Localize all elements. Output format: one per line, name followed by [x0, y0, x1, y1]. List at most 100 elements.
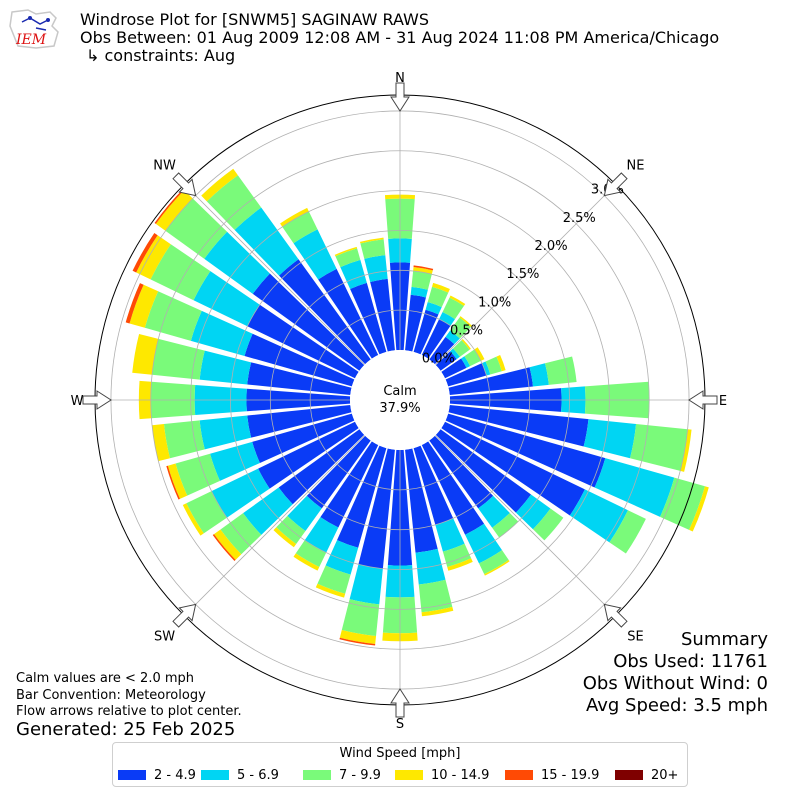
direction-label: SE: [627, 629, 643, 644]
wind-bar-segment: [337, 445, 387, 548]
wind-bar-segment: [445, 330, 460, 345]
wind-bar-segment: [583, 419, 637, 459]
wind-bar-segment: [282, 211, 318, 244]
wind-bar-segment: [244, 333, 355, 387]
wind-bar-segment: [405, 448, 438, 553]
wind-bar-segment: [429, 435, 494, 509]
wind-bar-segment: [252, 273, 365, 371]
flow-arrow-icon: [390, 82, 410, 112]
grid-spoke: [435, 435, 616, 616]
radial-tick-label: 0.0%: [422, 352, 455, 367]
direction-label: S: [396, 717, 404, 732]
wind-bar-segment: [450, 317, 471, 339]
wind-bar-segment: [132, 333, 159, 375]
wind-bar-segment: [315, 583, 346, 598]
legend-swatch: [201, 770, 229, 780]
wind-bar-segment: [155, 190, 193, 231]
radial-tick-label: 2.5%: [563, 211, 596, 226]
wind-bar-segment: [243, 487, 293, 535]
legend-item: 5 - 6.9: [201, 768, 279, 783]
wind-bar-segment: [474, 347, 485, 361]
wind-bar-segment: [447, 558, 473, 571]
wind-bar-segment: [163, 420, 205, 459]
wind-bar-segment: [278, 429, 365, 505]
wind-bar-segment: [335, 248, 361, 268]
wind-bar-segment: [193, 271, 260, 327]
obs-period: Obs Between: 01 Aug 2009 12:08 AM - 31 A…: [80, 28, 720, 47]
wind-bar-segment: [421, 606, 454, 617]
wind-bar-segment: [630, 423, 688, 471]
flow-arrow-icon: [172, 172, 197, 197]
legend-item: 10 - 14.9: [395, 768, 489, 783]
legend-item: 2 - 4.9: [118, 768, 196, 783]
wind-bar-segment: [210, 441, 260, 481]
wind-bar-segment: [418, 579, 453, 613]
wind-bar-segment: [125, 283, 144, 324]
grid-spoke: [435, 184, 616, 365]
wind-speed-legend: Wind Speed [mph] 2 - 4.9 5 - 6.9 7 - 9.9…: [112, 742, 688, 787]
wind-bar-segment: [492, 512, 519, 538]
grid-spoke: [184, 435, 365, 616]
wind-bar-segment: [350, 282, 387, 355]
wind-bar-segment: [293, 229, 337, 280]
legend-swatch: [395, 770, 423, 780]
svg-text:IEM: IEM: [15, 32, 47, 48]
wind-bar-segment: [306, 435, 371, 509]
flow-arrow-icon: [603, 603, 628, 628]
wind-bar-segment: [609, 510, 646, 554]
wind-bar-segment: [529, 363, 549, 387]
direction-label: N: [395, 71, 405, 86]
wind-bar-segment: [166, 465, 180, 500]
wind-bar-segment: [258, 421, 359, 489]
legend-item: 15 - 19.9: [505, 768, 599, 783]
wind-bar-segment: [287, 495, 322, 532]
wind-bar-segment: [199, 350, 252, 385]
flow-arrows: [82, 82, 718, 718]
wind-bar-segment: [465, 523, 503, 564]
flow-arrow-icon: [82, 390, 112, 410]
wind-bar-segment: [449, 295, 466, 306]
wind-bar-segment: [442, 543, 472, 567]
calm-label: Calm: [383, 384, 416, 399]
wind-bar-segment: [545, 356, 577, 385]
wind-bar-segment: [204, 231, 270, 294]
wind-bar-segment: [320, 441, 379, 528]
wind-bar-segment: [405, 294, 426, 352]
direction-label: NE: [626, 159, 644, 174]
wind-bar-segment: [445, 413, 606, 488]
wind-bar-segment: [410, 286, 428, 298]
wind-bar-segment: [247, 405, 352, 438]
wind-bar-segment: [364, 255, 388, 282]
direction-label: SW: [154, 629, 175, 644]
legend-item: 20+: [615, 768, 678, 783]
generated-date: Generated: 25 Feb 2025: [16, 719, 236, 740]
wind-bar-segment: [496, 355, 506, 372]
wind-bar-segment: [427, 286, 449, 308]
wind-bar-segment: [190, 310, 253, 357]
wind-bar-segment: [341, 599, 380, 637]
wind-bar-segment: [167, 463, 188, 499]
radial-tick-label: 1.0%: [478, 295, 511, 310]
wind-bar-segment: [165, 198, 228, 259]
wind-bar-segment: [452, 340, 470, 357]
wind-bar-segment: [450, 348, 460, 360]
wind-bar-segment: [325, 540, 359, 575]
wind-bar-segment: [413, 309, 439, 355]
wind-bar-segment: [150, 244, 211, 301]
wind-bar-segment: [201, 168, 238, 202]
constraints-text: ↳ constraints: Aug: [86, 46, 236, 65]
wind-bar-segment: [413, 445, 454, 525]
legend-swatch: [118, 770, 146, 780]
wind-bar-segment: [279, 259, 371, 365]
wind-bar-segment: [478, 550, 509, 575]
wind-bar-segment: [136, 235, 171, 280]
wind-bar-segment: [484, 559, 510, 576]
wind-bar-segment: [273, 527, 297, 548]
wind-bar-segment: [435, 429, 532, 513]
wind-bar-segment: [293, 553, 320, 571]
wind-bar-segment: [413, 265, 434, 271]
wind-bar-segment: [304, 517, 339, 553]
wind-bar-segment: [435, 351, 457, 371]
direction-label: NW: [153, 159, 176, 174]
direction-labels: N NE E SE S SW W NW: [71, 71, 728, 732]
